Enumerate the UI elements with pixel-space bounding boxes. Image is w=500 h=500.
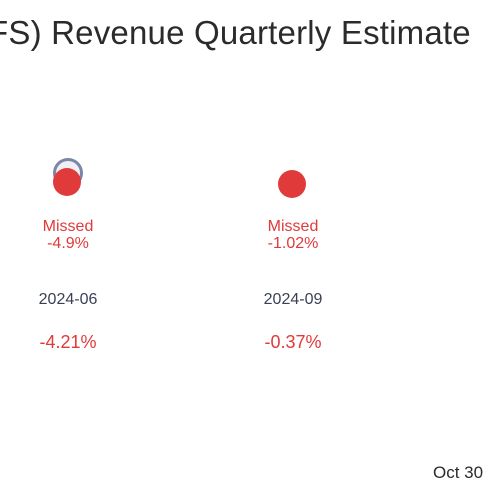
chart-title: FS) Revenue Quarterly Estimate	[0, 14, 471, 51]
price-reaction: -0.37%	[264, 332, 322, 352]
surprise-label: Missed -1.02%	[218, 218, 368, 252]
period-label: 2024-09	[263, 291, 323, 308]
result-text: Missed	[267, 218, 319, 235]
price-reaction: -4.21%	[39, 332, 97, 352]
quarter-column: Missed -4.9% 2024-06 -4.21%	[0, 0, 143, 420]
quarter-marker	[276, 170, 310, 210]
period-label: 20	[443, 291, 500, 309]
quarter-column: Missed -1.02% 2024-09 -0.37%	[218, 0, 368, 420]
surprise-label: +1	[443, 218, 500, 253]
surprise-label: Missed -4.9%	[0, 218, 143, 252]
surprise-text: +1	[443, 236, 500, 253]
surprise-text: -1.02%	[267, 235, 319, 252]
footer-date: Oct 30	[433, 463, 484, 482]
quarter-marker	[51, 158, 85, 198]
period-label: 2024-06	[38, 291, 98, 308]
price-reaction: +0	[443, 332, 500, 353]
actual-marker	[53, 168, 81, 196]
surprise-text: -4.9%	[47, 235, 89, 252]
quarter-column: +1 20 +0	[443, 0, 500, 420]
result-text: Missed	[42, 218, 94, 235]
actual-marker	[278, 170, 306, 198]
